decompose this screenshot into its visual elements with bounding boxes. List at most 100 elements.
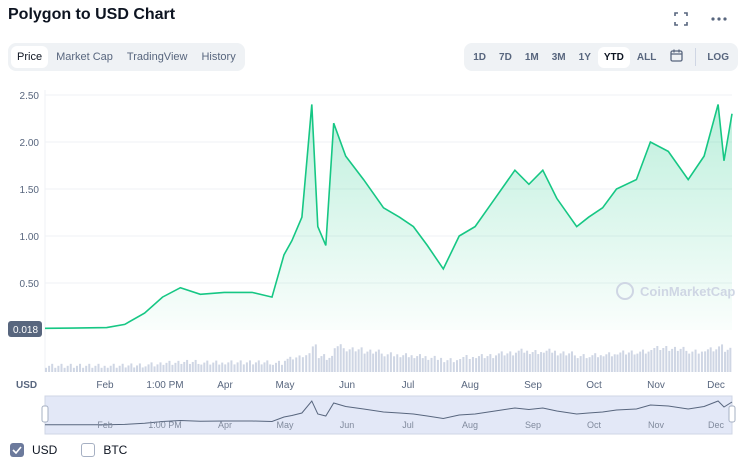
volume-bar <box>399 357 402 372</box>
volume-bar <box>320 356 323 372</box>
volume-bar <box>289 356 292 372</box>
volume-bar <box>130 363 133 372</box>
volume-bar <box>336 346 339 372</box>
range-1m[interactable]: 1M <box>524 51 539 63</box>
legend-usd-label: USD <box>32 443 58 457</box>
tab-market-cap[interactable]: Market Cap <box>56 51 113 63</box>
volume-bar <box>133 367 136 372</box>
btc-checkbox[interactable] <box>81 443 96 457</box>
volume-bar <box>430 357 433 372</box>
range-3m[interactable]: 3M <box>551 51 566 63</box>
tab-price[interactable]: Price <box>11 46 49 68</box>
volume-bar <box>591 355 594 372</box>
volume-bar <box>79 363 82 372</box>
volume-bar <box>156 364 159 372</box>
volume-bar <box>443 362 446 372</box>
volume-bar <box>462 357 465 372</box>
volume-bar <box>66 365 69 372</box>
volume-bar <box>673 346 676 372</box>
volume-bar <box>194 359 197 372</box>
volume-bar <box>588 357 591 372</box>
volume-bar <box>509 351 512 372</box>
y-tick-label: 1.50 <box>20 185 40 196</box>
volume-bar <box>656 346 659 372</box>
volume-bar <box>446 360 449 372</box>
volume-bar <box>57 365 60 372</box>
volume-bar <box>206 360 209 372</box>
range-7d[interactable]: 7D <box>499 51 512 63</box>
navigator-tick-label: May <box>276 420 294 430</box>
x-tick-label: Aug <box>461 380 479 391</box>
volume-bar <box>180 363 183 372</box>
divider <box>695 48 697 66</box>
volume-bar <box>440 357 443 372</box>
x-tick-label: May <box>276 380 295 391</box>
range-ytd[interactable]: YTD <box>597 46 630 68</box>
tab-history[interactable]: History <box>201 51 236 63</box>
volume-bar <box>559 353 562 372</box>
volume-bar <box>424 356 427 372</box>
fullscreen-icon[interactable] <box>672 10 690 28</box>
navigator-tick-label: Oct <box>587 420 602 430</box>
x-tick-label: Apr <box>217 380 233 391</box>
usd-checkbox[interactable] <box>10 443 24 457</box>
volume-bar <box>594 353 597 372</box>
volume-bar <box>186 359 189 372</box>
volume-bar <box>427 359 430 372</box>
volume-bar <box>203 362 206 372</box>
volume-bar <box>115 367 118 372</box>
range-1d[interactable]: 1D <box>473 51 487 63</box>
volume-bar <box>82 367 85 372</box>
volume-bar <box>506 353 509 372</box>
volume-bar <box>386 354 389 372</box>
volume-bar <box>380 353 383 372</box>
volume-bar <box>345 351 348 372</box>
volume-bar <box>360 347 363 372</box>
volume-bar <box>121 363 124 372</box>
volume-bar <box>377 349 380 372</box>
volume-bar <box>647 351 650 372</box>
volume-bar <box>636 353 639 372</box>
volume-bar <box>218 364 221 372</box>
volume-bar <box>520 348 523 372</box>
volume-bar <box>396 354 399 372</box>
volume-bar <box>168 360 171 372</box>
volume-bar <box>311 346 314 372</box>
volume-bar <box>191 361 194 372</box>
volume-bar <box>545 350 548 372</box>
volume-bar <box>48 365 51 372</box>
calendar-icon[interactable] <box>663 45 690 69</box>
range-1y[interactable]: 1Y <box>578 51 591 63</box>
volume-bar <box>436 359 439 372</box>
volume-bar <box>579 356 582 372</box>
navigator-tick-label: Feb <box>97 420 113 430</box>
volume-bar <box>331 355 334 372</box>
volume-bar <box>308 353 311 372</box>
y-tick-label: 0.50 <box>20 279 40 290</box>
volume-bar <box>653 348 656 372</box>
volume-bar <box>688 353 691 372</box>
volume-bar <box>212 362 215 372</box>
tab-tradingview[interactable]: TradingView <box>126 51 188 63</box>
volume-bar <box>685 350 688 372</box>
volume-bar <box>495 355 498 372</box>
navigator-tick-label: Sep <box>525 420 541 430</box>
range-all[interactable]: ALL <box>636 51 657 63</box>
price-marker: 0.018 <box>8 321 42 337</box>
volume-bar <box>357 349 360 372</box>
log-toggle[interactable]: LOG <box>707 51 729 63</box>
volume-bar <box>372 353 375 372</box>
volume-bar <box>627 352 630 372</box>
volume-bar <box>724 351 727 372</box>
watermark-text: CoinMarketCap <box>640 284 735 299</box>
volume-bar <box>523 352 526 372</box>
volume-bar <box>305 355 308 372</box>
price-marker-label: 0.018 <box>13 325 38 336</box>
volume-bar <box>183 361 186 372</box>
volume-bar <box>51 363 54 372</box>
x-tick-label: Feb <box>96 380 114 391</box>
more-dots-icon[interactable] <box>710 10 728 28</box>
volume-bar <box>721 344 724 372</box>
volume-bar <box>570 351 573 372</box>
volume-bar <box>459 359 462 372</box>
